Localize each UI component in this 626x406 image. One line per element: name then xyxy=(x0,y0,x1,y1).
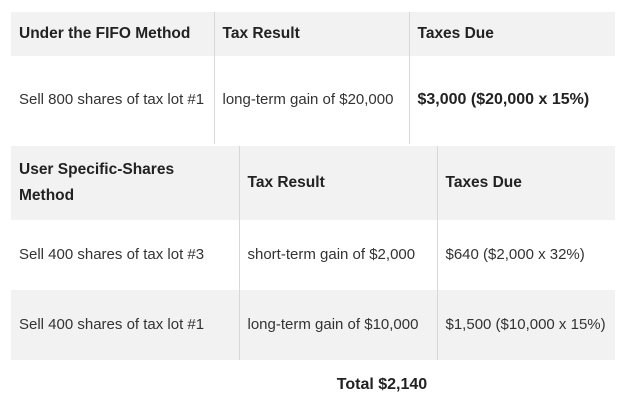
table-row: Sell 400 shares of tax lot #1 long-term … xyxy=(11,290,615,360)
fifo-taxes-cell: $3,000 ($20,000 x 15%) xyxy=(408,56,615,144)
specific-header-taxes-due: Taxes Due xyxy=(436,146,615,220)
specific-header-method: User Specific-Shares Method xyxy=(11,146,239,220)
table-row: Sell 800 shares of tax lot #1 long-term … xyxy=(11,56,615,144)
fifo-action-cell: Sell 800 shares of tax lot #1 xyxy=(19,91,205,108)
specific-result-cell: long-term gain of $10,000 xyxy=(238,290,437,360)
specific-taxes-cell: $640 ($2,000 x 32%) xyxy=(436,220,615,290)
fifo-header-tax-result: Tax Result xyxy=(213,12,409,56)
total-taxes: Total $2,140 xyxy=(336,376,428,393)
fifo-method-table: Under the FIFO Method Tax Result Taxes D… xyxy=(11,12,615,144)
specific-taxes-cell: $1,500 ($10,000 x 15%) xyxy=(436,290,615,360)
specific-header-row: User Specific-Shares Method Tax Result T… xyxy=(11,146,615,220)
fifo-header-row: Under the FIFO Method Tax Result Taxes D… xyxy=(11,12,615,56)
specific-shares-table: User Specific-Shares Method Tax Result T… xyxy=(11,146,615,360)
fifo-header-taxes-due: Taxes Due xyxy=(408,12,615,56)
specific-header-tax-result: Tax Result xyxy=(238,146,437,220)
specific-result-cell: short-term gain of $2,000 xyxy=(238,220,437,290)
specific-action-cell: Sell 400 shares of tax lot #1 xyxy=(11,290,239,360)
table-row: Sell 400 shares of tax lot #3 short-term… xyxy=(11,220,615,290)
specific-action-cell: Sell 400 shares of tax lot #3 xyxy=(19,246,205,263)
fifo-result-cell: long-term gain of $20,000 xyxy=(213,56,409,144)
fifo-header-method: Under the FIFO Method xyxy=(11,12,214,56)
